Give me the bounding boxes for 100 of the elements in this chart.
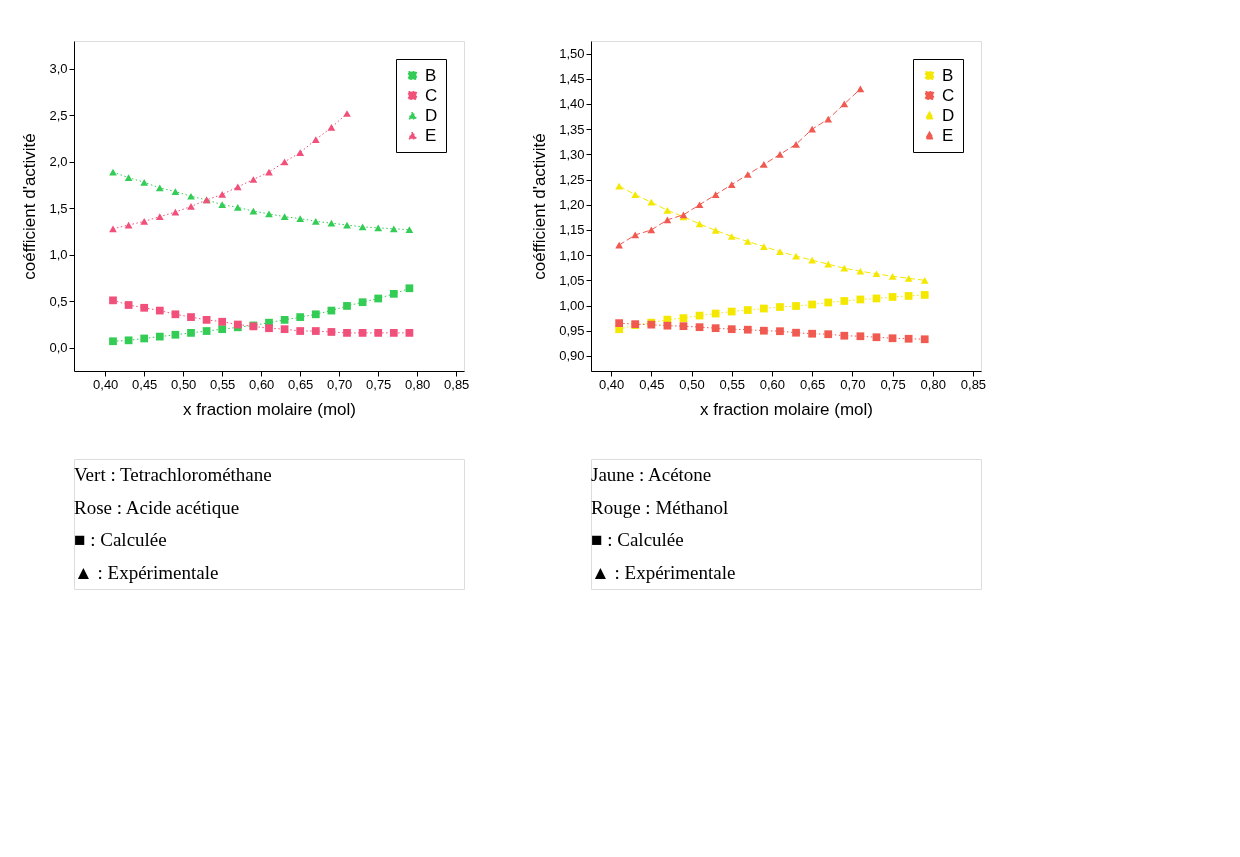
y-tick-label: 1,40 (559, 96, 585, 112)
point (187, 329, 195, 337)
point (888, 272, 897, 280)
y-tick-label: 0,95 (559, 323, 585, 339)
text: Vert : Tetrachlorométhane (74, 464, 272, 486)
point (920, 335, 929, 344)
point (824, 298, 833, 307)
x-tick-label: 0,65 (799, 376, 826, 392)
point (615, 319, 624, 328)
y-tick-label: 1,45 (559, 71, 585, 87)
legend-label: D (425, 105, 438, 125)
point (140, 178, 149, 186)
point (405, 284, 414, 293)
point (695, 220, 704, 228)
point (792, 328, 800, 337)
point (171, 310, 180, 319)
y-tick-label: 1,5 (49, 200, 68, 216)
point (808, 300, 817, 309)
point (711, 227, 720, 234)
y-tick-label: 1,0 (49, 247, 68, 263)
point (311, 217, 320, 225)
point (663, 216, 672, 224)
point (679, 314, 688, 322)
point (776, 151, 784, 158)
point (218, 201, 227, 208)
x-tick-label: 0,50 (679, 376, 705, 392)
point (743, 171, 752, 178)
point (840, 264, 849, 272)
point (265, 210, 273, 218)
x-tick-label: 0,55 (210, 376, 236, 392)
point (218, 317, 227, 326)
y-tick-label: 1,35 (559, 121, 585, 137)
x-tick-label: 0,75 (366, 376, 392, 392)
point (171, 330, 180, 339)
x-axis-title: x fraction molaire (mol) (700, 399, 873, 419)
point (218, 191, 227, 198)
point (792, 302, 800, 310)
point (358, 329, 367, 337)
point (327, 328, 336, 336)
point (904, 334, 913, 343)
point (311, 327, 320, 335)
point (743, 306, 752, 314)
point (171, 188, 180, 195)
point (311, 136, 320, 143)
point (155, 184, 164, 192)
point (760, 304, 768, 313)
point (760, 326, 768, 335)
point (840, 100, 849, 108)
legend-label: C (425, 85, 438, 105)
x-tick-label: 0,40 (93, 376, 119, 392)
x-tick-label: 0,85 (960, 376, 987, 392)
x-tick-label: 0,40 (598, 376, 625, 392)
x-tick-label: 0,55 (719, 376, 745, 392)
y-tick-label: 1,10 (559, 247, 585, 263)
text: ▲ : Expérimentale (591, 561, 736, 583)
point (663, 321, 672, 330)
point (727, 307, 736, 316)
point (760, 243, 768, 250)
point (327, 124, 336, 131)
point (140, 303, 149, 312)
x-tick-label: 0,70 (840, 376, 866, 392)
point (389, 329, 398, 337)
point (358, 223, 367, 231)
point (647, 198, 656, 206)
y-tick-label: 0,5 (49, 293, 68, 309)
point (727, 181, 736, 188)
point (695, 201, 704, 209)
point (776, 248, 784, 255)
y-tick-label: 2,5 (49, 107, 68, 123)
point (743, 325, 752, 334)
point (727, 325, 736, 334)
point (280, 316, 289, 324)
legend-label: E (942, 125, 954, 145)
point (711, 191, 720, 199)
x-tick-label: 0,70 (327, 376, 353, 392)
point (792, 140, 800, 148)
point (374, 294, 383, 303)
point (679, 322, 688, 331)
point (140, 217, 149, 225)
point (358, 298, 367, 307)
point (265, 324, 273, 333)
point (187, 203, 195, 210)
point (124, 336, 133, 345)
point (760, 161, 768, 168)
point (631, 191, 640, 199)
point (840, 331, 849, 340)
x-axis-title: x fraction molaire (mol) (183, 399, 356, 419)
x-tick-label: 0,45 (132, 376, 158, 392)
point (776, 327, 784, 336)
x-tick-label: 0,65 (288, 376, 314, 392)
point (904, 292, 913, 300)
point (389, 289, 398, 298)
point (187, 192, 195, 200)
point (155, 213, 164, 221)
x-tick-label: 0,80 (920, 376, 946, 392)
y-axis-title: coéfficient d'activité (530, 133, 550, 280)
point (296, 149, 305, 156)
point (280, 213, 289, 221)
point (109, 337, 117, 346)
text: Rose : Acide acétique (74, 496, 240, 518)
